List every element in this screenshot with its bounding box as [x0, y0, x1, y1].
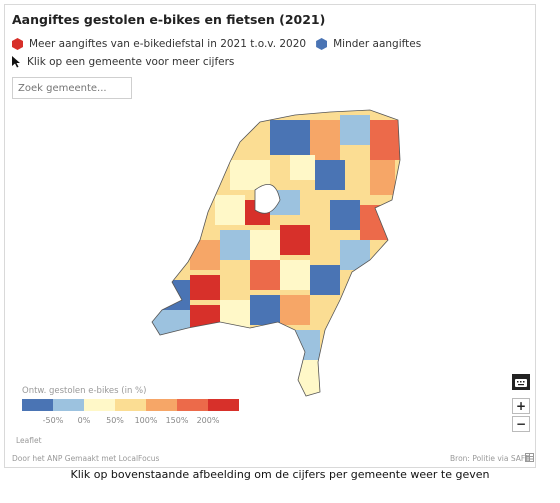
scale-title: Ontw. gestolen e-bikes (in %): [22, 386, 147, 396]
credits[interactable]: Door het ANP Gemaakt met LocalFocus: [12, 454, 160, 463]
scale-label: 100%: [134, 416, 158, 425]
map-title: Aangiftes gestolen e-bikes en fietsen (2…: [12, 12, 326, 27]
legend: Meer aangiftes van e-bikediefstal in 202…: [12, 38, 421, 50]
zoom-in-button[interactable]: +: [512, 398, 530, 414]
cursor-icon: [12, 56, 20, 68]
table-icon[interactable]: [525, 453, 534, 462]
color-scale: [22, 399, 239, 411]
keyboard-button[interactable]: [512, 374, 530, 390]
scale-label: 50%: [106, 416, 124, 425]
municipalities[interactable]: [130, 100, 410, 400]
more-hex-icon: [12, 38, 23, 50]
netherlands-map[interactable]: [130, 100, 410, 400]
scale-swatch: [177, 399, 208, 411]
scale-label: 0%: [77, 416, 91, 425]
legend-less-label: Minder aangiftes: [333, 38, 422, 50]
scale-swatch: [53, 399, 84, 411]
scale-label: -50%: [42, 416, 64, 425]
zoom-out-button[interactable]: −: [512, 416, 530, 432]
scale-swatch: [22, 399, 53, 411]
scale-swatch: [208, 399, 239, 411]
scale-swatch: [115, 399, 146, 411]
leaflet-attribution[interactable]: Leaflet: [16, 436, 42, 445]
source: Bron: Politie via SAFE: [450, 454, 530, 463]
scale-label: 200%: [196, 416, 220, 425]
ijsselmeer: [254, 183, 281, 214]
scale-labels: -50% 0% 50% 100% 150% 200%: [22, 416, 239, 428]
hint-text: Klik op een gemeente voor meer cijfers: [27, 56, 235, 68]
scale-swatch: [84, 399, 115, 411]
search-input[interactable]: [12, 77, 132, 99]
legend-more-label: Meer aangiftes van e-bikediefstal in 202…: [29, 38, 307, 50]
caption[interactable]: Klik op bovenstaande afbeelding om de ci…: [70, 468, 490, 481]
country-outline: [151, 109, 401, 397]
click-hint: Klik op een gemeente voor meer cijfers: [12, 56, 234, 68]
keyboard-icon: [515, 379, 527, 387]
scale-label: 150%: [165, 416, 189, 425]
scale-swatch: [146, 399, 177, 411]
less-hex-icon: [316, 38, 328, 50]
